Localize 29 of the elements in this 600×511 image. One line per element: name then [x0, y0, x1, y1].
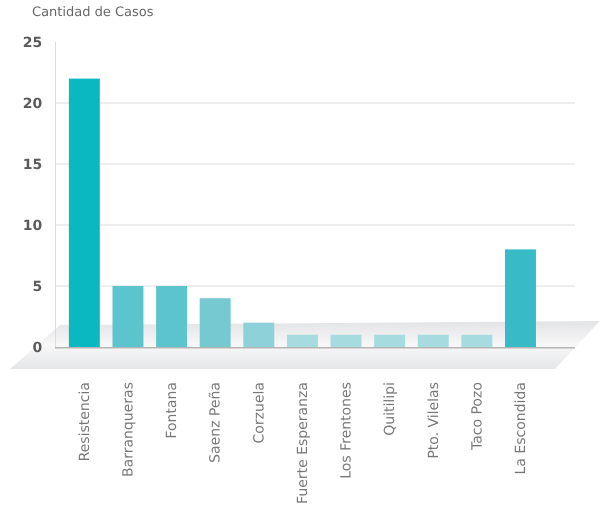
bar	[505, 249, 536, 347]
y-tick-label: 5	[32, 278, 42, 295]
x-tick-label: La Escondida	[513, 382, 530, 474]
x-tick-label: Corzuela	[251, 382, 268, 444]
bar	[243, 322, 274, 347]
bar	[112, 286, 144, 347]
bar	[330, 334, 362, 347]
y-axis-title: Cantidad de Casos	[32, 5, 154, 20]
x-tick-label: Saenz Peña	[208, 382, 224, 463]
y-tick-label: 0	[32, 340, 42, 356]
x-tick-label: Fontana	[164, 382, 180, 439]
x-tick-label: Taco Pozo	[469, 382, 486, 452]
x-tick-label: Fuerte Esperanza	[294, 382, 311, 504]
bar	[68, 78, 100, 347]
bar	[156, 286, 188, 347]
x-tick-label: Barranqueras	[120, 382, 137, 478]
bar	[418, 334, 449, 347]
x-tick-label: Los Frentones	[338, 382, 355, 479]
x-tick-label: Quitilipi	[382, 382, 398, 436]
y-tick-label: 15	[22, 156, 42, 173]
x-tick-label: Pto. Vilelas	[426, 382, 442, 459]
bar	[286, 334, 318, 347]
x-tick-label: Resistencia	[76, 382, 93, 462]
bar	[200, 298, 231, 347]
y-tick-label: 25	[22, 34, 42, 51]
bar	[374, 334, 406, 347]
bar	[461, 334, 492, 347]
y-tick-label: 20	[22, 96, 42, 112]
y-tick-label: 10	[22, 218, 42, 234]
